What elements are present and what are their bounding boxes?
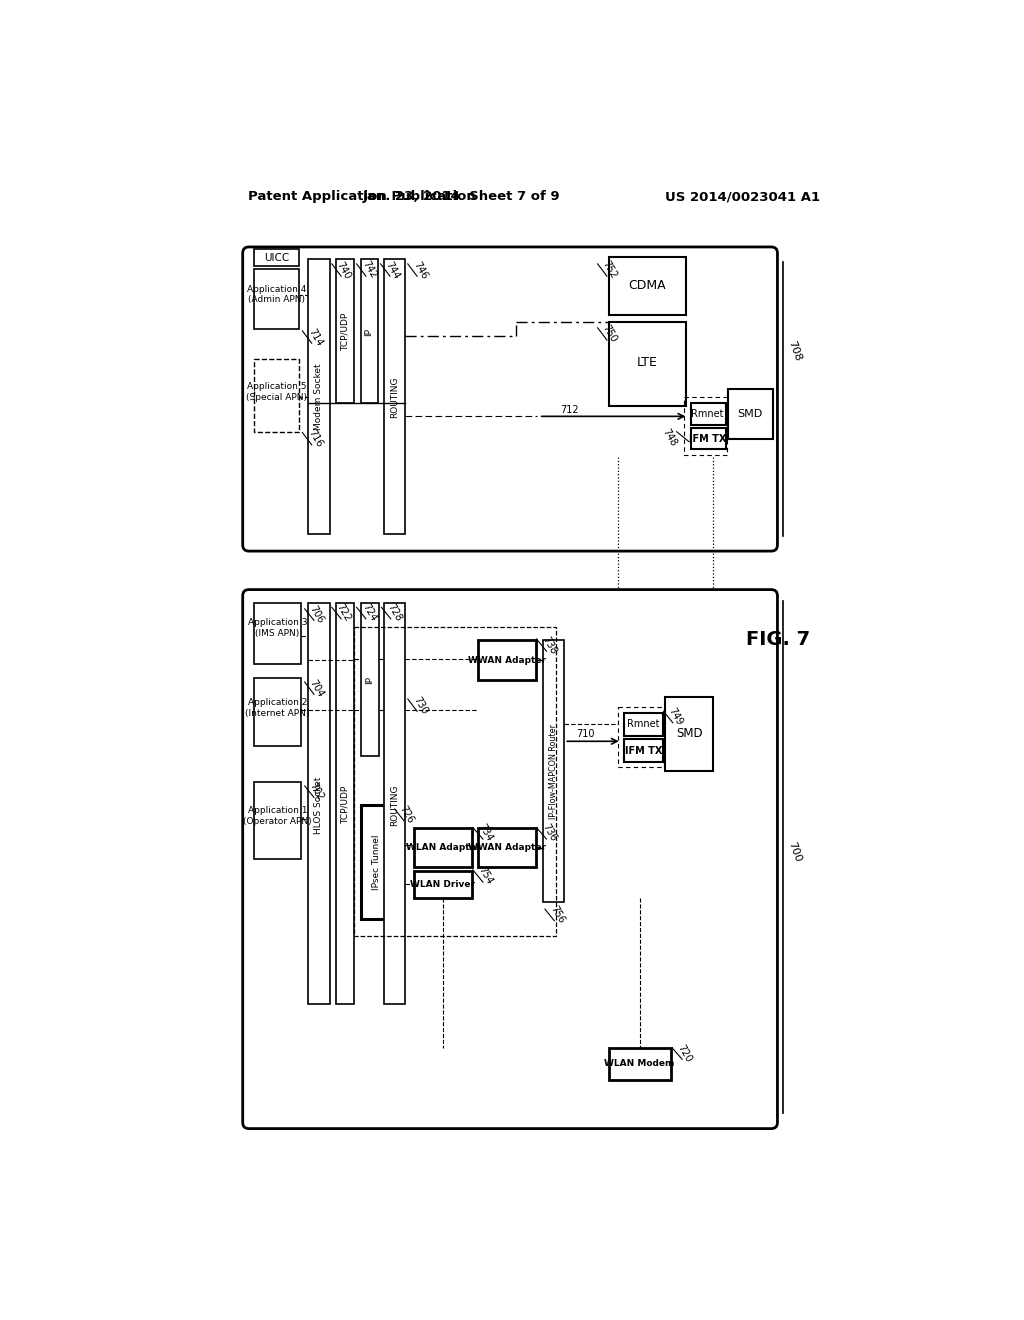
Text: IP: IP [366,676,375,684]
Text: IP-Flow-MAPCON Router: IP-Flow-MAPCON Router [549,723,558,818]
Text: IPsec Tunnel: IPsec Tunnel [373,834,381,890]
FancyBboxPatch shape [336,603,354,1003]
FancyBboxPatch shape [543,640,564,903]
FancyBboxPatch shape [665,697,713,771]
FancyBboxPatch shape [254,603,301,664]
FancyBboxPatch shape [254,781,301,859]
Text: UICC: UICC [264,252,290,263]
Text: WWAN Adapter: WWAN Adapter [468,656,546,665]
Text: Rmnet: Rmnet [691,409,724,418]
Text: (Internet APN): (Internet APN) [246,709,310,718]
Text: 736: 736 [541,822,558,843]
Text: (IMS APN): (IMS APN) [255,630,300,638]
Text: IP: IP [365,327,374,335]
FancyBboxPatch shape [360,805,393,919]
FancyBboxPatch shape [384,603,406,1003]
Text: 730: 730 [412,694,429,715]
Text: WLAN Adapter: WLAN Adapter [406,843,480,851]
Text: LTE: LTE [637,356,657,370]
Text: 722: 722 [335,602,353,623]
FancyBboxPatch shape [243,247,777,552]
Text: 700: 700 [786,840,803,863]
FancyBboxPatch shape [478,829,537,867]
Text: US 2014/0023041 A1: US 2014/0023041 A1 [665,190,820,203]
Text: IFM TX: IFM TX [625,746,663,755]
Text: Application 2: Application 2 [248,698,307,708]
FancyBboxPatch shape [624,713,663,737]
Text: WLAN Modem: WLAN Modem [604,1060,675,1068]
Text: 754: 754 [477,866,495,887]
Text: Jan. 23, 2014  Sheet 7 of 9: Jan. 23, 2014 Sheet 7 of 9 [362,190,560,203]
FancyBboxPatch shape [254,678,301,746]
Text: ROUTING: ROUTING [390,784,399,826]
FancyBboxPatch shape [336,259,354,404]
Text: Application 5: Application 5 [247,381,306,391]
Text: (Operator APN): (Operator APN) [244,817,312,826]
Text: 710: 710 [575,730,595,739]
Text: 712: 712 [560,405,579,416]
Text: 734: 734 [477,822,495,843]
Text: 708: 708 [786,339,803,363]
Text: 724: 724 [360,602,379,623]
FancyBboxPatch shape [414,871,472,898]
FancyBboxPatch shape [243,590,777,1129]
FancyBboxPatch shape [308,603,330,1003]
FancyBboxPatch shape [608,322,686,405]
FancyBboxPatch shape [360,603,379,756]
FancyBboxPatch shape [478,640,537,681]
FancyBboxPatch shape [384,259,406,535]
Text: (Admin APN): (Admin APN) [248,294,305,304]
Text: 704: 704 [308,677,326,698]
FancyBboxPatch shape [414,829,472,867]
Text: 702: 702 [308,780,326,803]
Text: 726: 726 [397,804,416,825]
Text: TCP/UDP: TCP/UDP [341,313,349,351]
FancyBboxPatch shape [254,268,299,329]
FancyBboxPatch shape [690,404,726,425]
FancyBboxPatch shape [308,259,330,535]
Text: Patent Application Publication: Patent Application Publication [248,190,476,203]
Text: 744: 744 [384,260,401,281]
FancyBboxPatch shape [254,249,299,267]
Text: 756: 756 [548,904,566,925]
Text: 742: 742 [360,260,379,281]
Text: 728: 728 [385,602,403,623]
FancyBboxPatch shape [254,359,299,432]
Text: FIG. 7: FIG. 7 [746,630,811,649]
Text: Rmnet: Rmnet [627,719,659,730]
Text: (Special APN): (Special APN) [247,392,307,401]
FancyBboxPatch shape [690,428,726,449]
Text: TCP/UDP: TCP/UDP [341,787,349,824]
Text: SMD: SMD [676,727,702,741]
Text: IFM TX: IFM TX [689,434,726,444]
Text: Modem Socket: Modem Socket [314,364,324,430]
Text: 746: 746 [412,260,429,281]
Text: Application 4: Application 4 [247,285,306,294]
Text: HLOS Socket: HLOS Socket [314,776,324,834]
Text: 748: 748 [660,426,678,447]
Text: 720: 720 [676,1043,694,1064]
Text: 716: 716 [306,428,325,449]
Text: 750: 750 [601,323,618,345]
Text: 752: 752 [601,260,618,281]
Text: 749: 749 [667,706,684,727]
Text: Application 1: Application 1 [248,807,307,814]
Text: ROUTING: ROUTING [390,376,399,418]
Text: CDMA: CDMA [629,279,666,292]
Text: SMD: SMD [737,409,763,418]
Text: Application 3: Application 3 [248,618,307,627]
Text: 738: 738 [541,635,558,656]
Text: 706: 706 [308,603,326,624]
FancyBboxPatch shape [608,257,686,314]
Text: 714: 714 [306,326,325,347]
FancyBboxPatch shape [608,1048,671,1080]
FancyBboxPatch shape [360,259,378,404]
FancyBboxPatch shape [728,389,773,440]
FancyBboxPatch shape [624,739,663,762]
Text: 740: 740 [335,260,353,281]
Text: WLAN Driver: WLAN Driver [411,880,475,888]
Text: WWAN Adapter: WWAN Adapter [468,843,546,851]
